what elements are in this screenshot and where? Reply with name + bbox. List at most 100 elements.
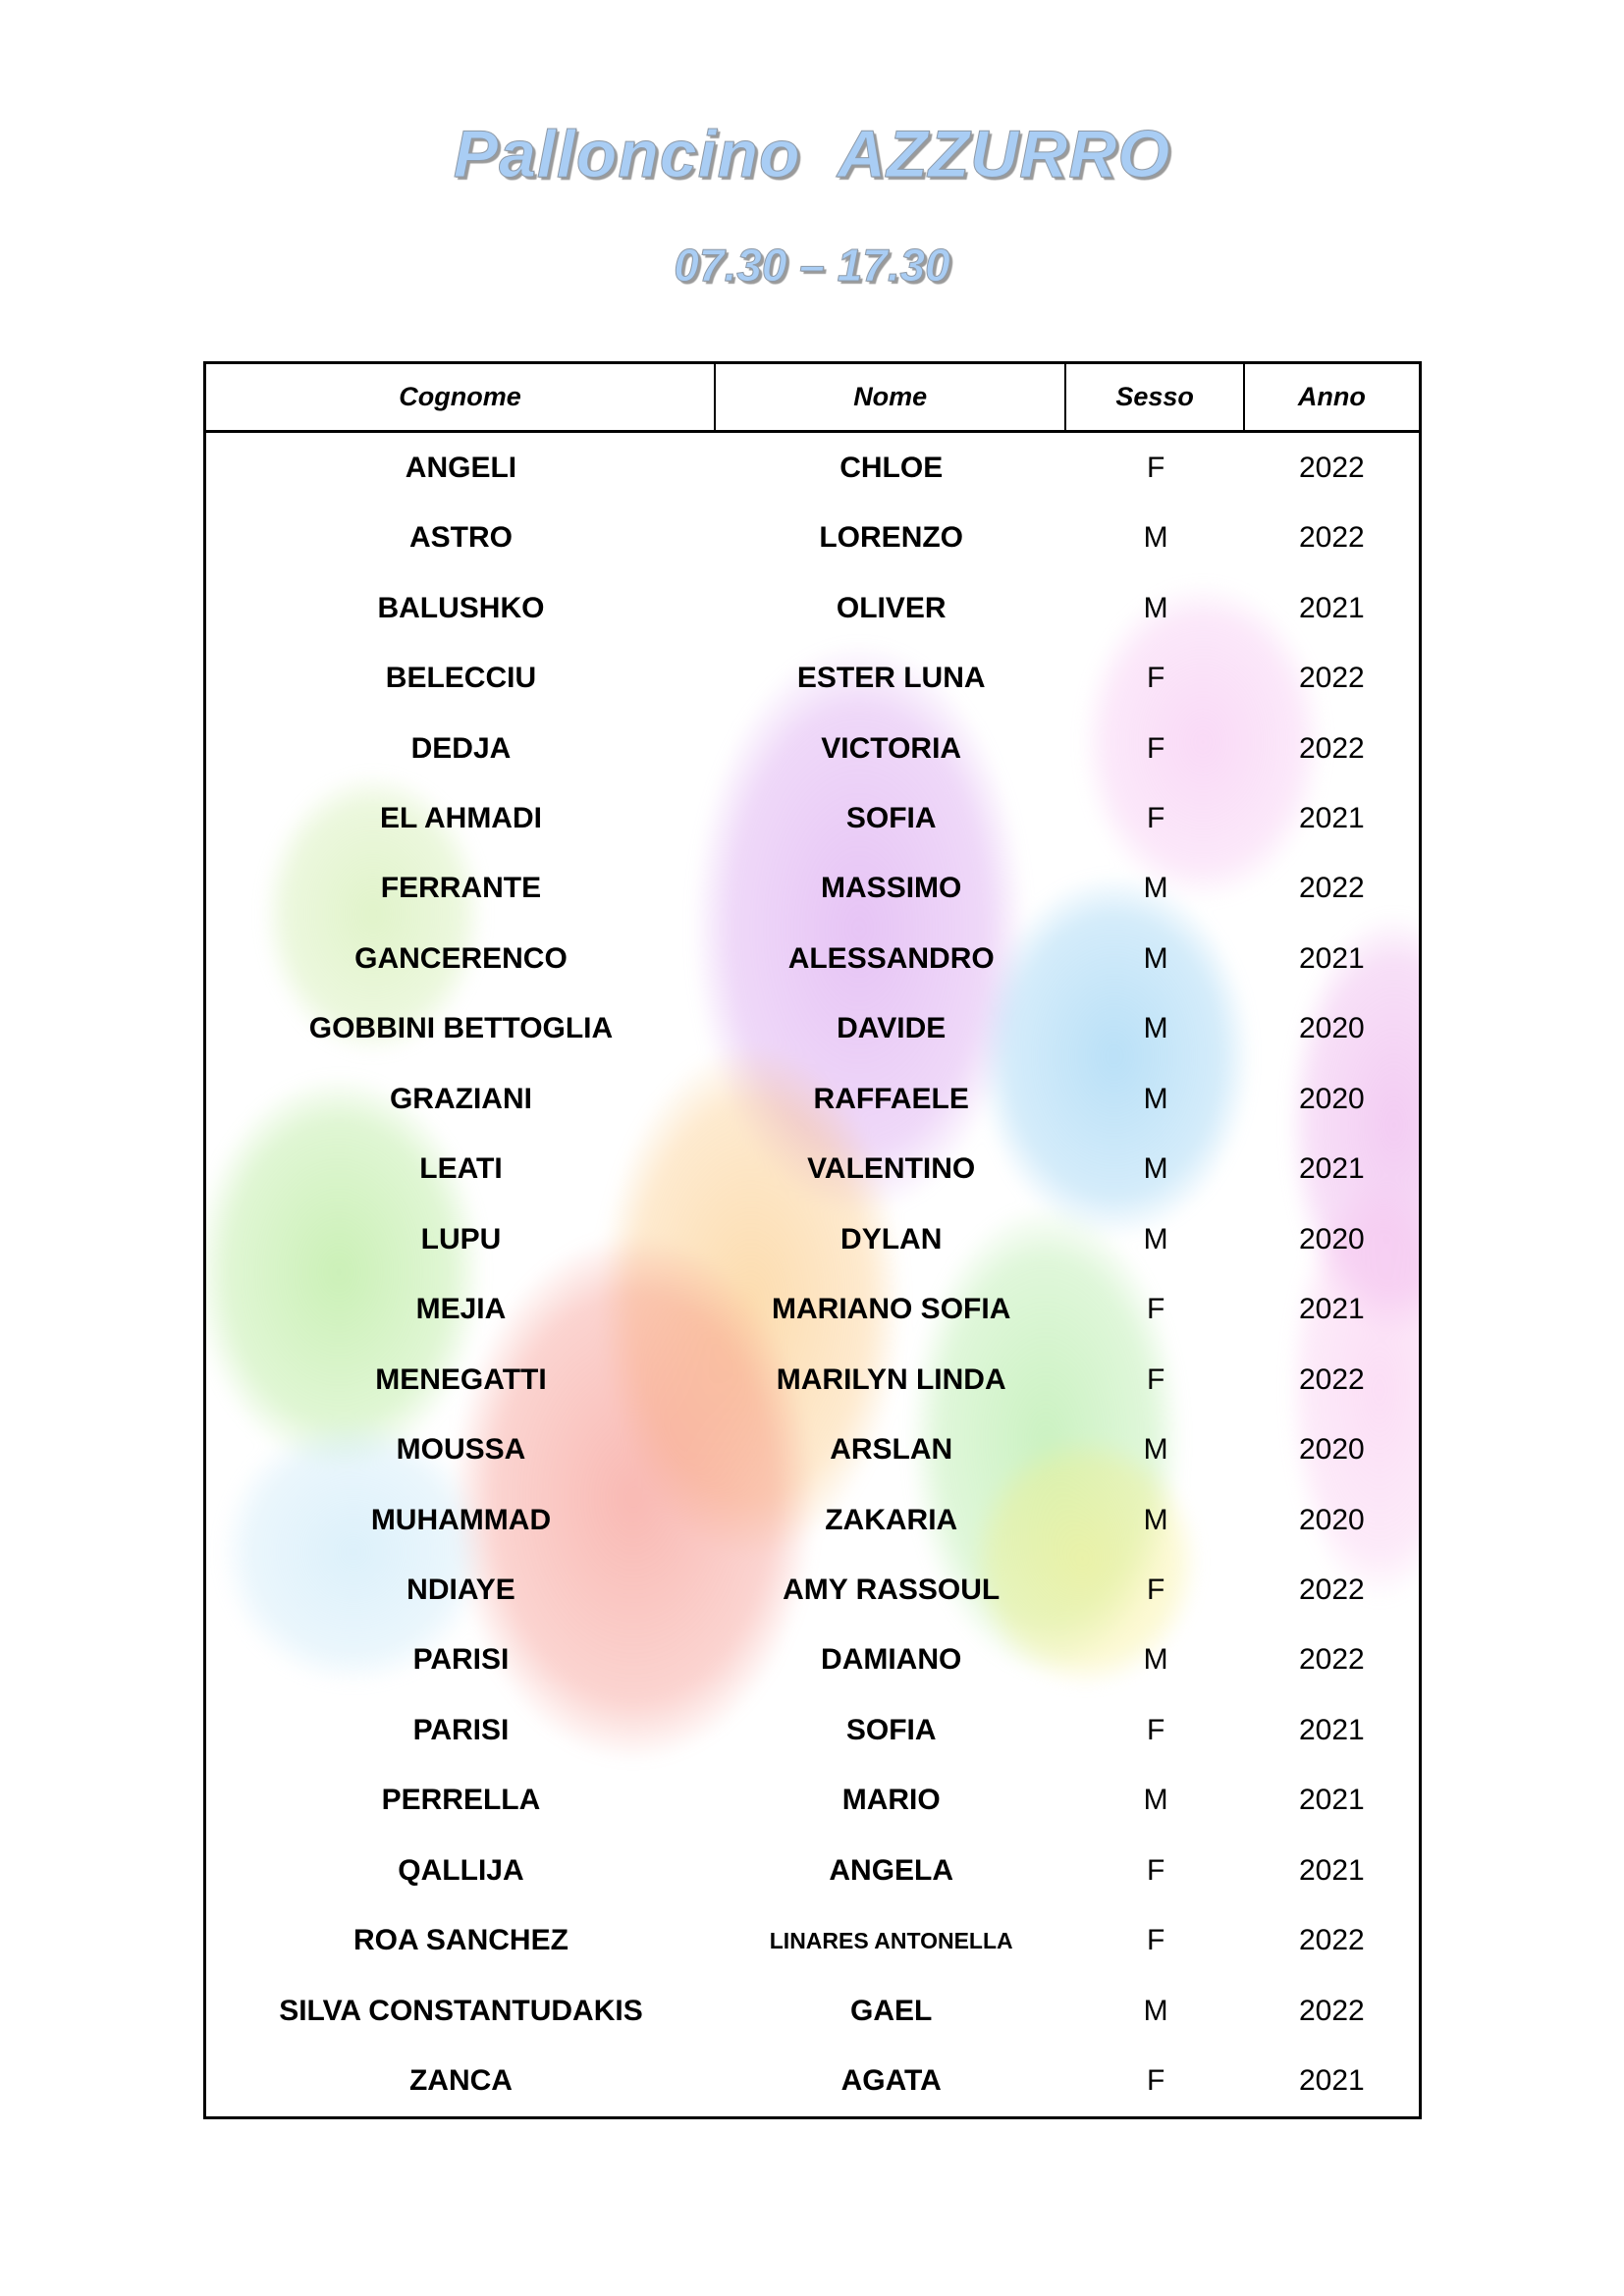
table-row: BELECCIU ESTER LUNA F 2022 — [206, 643, 1419, 713]
cell-sesso: F — [1146, 2064, 1165, 2098]
cell-anno: 2021 — [1299, 1293, 1365, 1326]
roster-table: Cognome Nome Sesso Anno ANGELI CHLOE F 2022… — [203, 361, 1422, 2119]
cell-anno: 2020 — [1299, 1082, 1365, 1115]
table-row: LUPU DYLAN M 2020 — [206, 1204, 1419, 1274]
table-row: FERRANTE MASSIMO M 2022 — [206, 854, 1419, 924]
cell-anno: 2022 — [1299, 731, 1365, 765]
cell-cognome: ANGELI — [405, 451, 517, 484]
cell-cognome: FERRANTE — [380, 872, 542, 905]
cell-nome: SOFIA — [845, 1713, 937, 1746]
cell-cognome: MOUSSA — [396, 1433, 526, 1467]
column-header-cognome: Cognome — [206, 364, 716, 430]
cell-cognome: EL AHMADI — [379, 801, 542, 834]
cell-sesso: M — [1143, 1152, 1168, 1186]
cell-nome: DYLAN — [840, 1222, 943, 1255]
cell-nome: CHLOE — [839, 451, 944, 484]
table-body: ANGELI CHLOE F 2022 ASTRO LORENZO M 2022 BALUSHK… — [206, 433, 1419, 2116]
cell-cognome: BALUSHKO — [377, 591, 545, 624]
cell-sesso: M — [1143, 1994, 1168, 2027]
table-row: ZANCA AGATA F 2021 — [206, 2046, 1419, 2115]
cell-sesso: M — [1143, 1784, 1168, 1817]
cell-nome: VALENTINO — [807, 1152, 976, 1186]
cell-sesso: F — [1146, 662, 1165, 695]
table-row: MEJIA MARIANO SOFIA F 2021 — [206, 1274, 1419, 1344]
cell-nome: MARILYN LINDA — [776, 1362, 1006, 1396]
cell-sesso: F — [1146, 1362, 1165, 1396]
table-row: SILVA CONSTANTUDAKIS GAEL M 2022 — [206, 1976, 1419, 2046]
cell-cognome: LUPU — [420, 1222, 502, 1255]
cell-cognome: MENEGATTI — [375, 1362, 547, 1396]
cell-nome: ESTER LUNA — [796, 662, 986, 695]
cell-anno: 2022 — [1299, 1573, 1365, 1606]
cell-cognome: DEDJA — [410, 731, 512, 765]
cell-cognome: QALLIJA — [398, 1853, 524, 1887]
cell-cognome: ROA SANCHEZ — [353, 1924, 568, 1957]
cell-nome: SOFIA — [845, 801, 937, 834]
table-header-row: Cognome Nome Sesso Anno — [206, 364, 1419, 433]
table-row: PARISI DAMIANO M 2022 — [206, 1626, 1419, 1695]
table-row: GRAZIANI RAFFAELE M 2020 — [206, 1064, 1419, 1134]
cell-nome: GAEL — [850, 1994, 933, 2027]
cell-sesso: M — [1143, 1433, 1168, 1467]
cell-cognome: BELECCIU — [385, 662, 537, 695]
cell-nome: VICTORIA — [821, 731, 962, 765]
table-row: GOBBINI BETTOGLIA DAVIDE M 2020 — [206, 994, 1419, 1064]
cell-anno: 2022 — [1299, 1924, 1365, 1957]
column-header-sesso: Sesso — [1066, 364, 1245, 430]
cell-anno: 2021 — [1299, 1152, 1365, 1186]
page-title: Palloncino AZZURRO — [453, 117, 1171, 192]
cell-nome: MARIANO SOFIA — [772, 1293, 1011, 1326]
cell-cognome: ZANCA — [408, 2064, 513, 2098]
table-row: MENEGATTI MARILYN LINDA F 2022 — [206, 1345, 1419, 1415]
cell-sesso: F — [1146, 1573, 1165, 1606]
cell-anno: 2022 — [1299, 1994, 1365, 2027]
cell-nome: RAFFAELE — [813, 1082, 969, 1115]
cell-nome: AGATA — [840, 2064, 942, 2098]
cell-nome: AMY RASSOUL — [783, 1573, 1001, 1606]
cell-sesso: F — [1146, 1853, 1165, 1887]
cell-anno: 2021 — [1299, 1784, 1365, 1817]
cell-anno: 2021 — [1299, 801, 1365, 834]
cell-anno: 2021 — [1299, 591, 1365, 624]
cell-nome: ZAKARIA — [825, 1503, 958, 1536]
table-row: NDIAYE AMY RASSOUL F 2022 — [206, 1555, 1419, 1625]
cell-sesso: M — [1143, 1222, 1168, 1255]
table-row: ROA SANCHEZ LINARES ANTONELLA F 2022 — [206, 1906, 1419, 1976]
cell-anno: 2020 — [1299, 1433, 1365, 1467]
table-row: BALUSHKO OLIVER M 2021 — [206, 573, 1419, 643]
cell-sesso: M — [1143, 941, 1168, 975]
cell-anno: 2022 — [1299, 521, 1365, 555]
cell-anno: 2022 — [1299, 662, 1365, 695]
table-row: EL AHMADI SOFIA F 2021 — [206, 783, 1419, 853]
cell-anno: 2021 — [1299, 1713, 1365, 1746]
cell-nome: MASSIMO — [821, 872, 962, 905]
cell-anno: 2020 — [1299, 1222, 1365, 1255]
cell-sesso: F — [1146, 1293, 1165, 1326]
cell-sesso: M — [1143, 1503, 1168, 1536]
table-row: MUHAMMAD ZAKARIA M 2020 — [206, 1485, 1419, 1555]
table-row: LEATI VALENTINO M 2021 — [206, 1135, 1419, 1204]
cell-anno: 2020 — [1299, 1012, 1365, 1045]
cell-nome: LINARES ANTONELLA — [769, 1927, 1013, 1953]
cell-nome: MARIO — [841, 1784, 941, 1817]
cell-anno: 2021 — [1299, 941, 1365, 975]
cell-nome: LORENZO — [819, 521, 964, 555]
cell-sesso: M — [1143, 1082, 1168, 1115]
cell-cognome: MEJIA — [415, 1293, 507, 1326]
cell-cognome: PARISI — [412, 1643, 510, 1677]
table-row: DEDJA VICTORIA F 2022 — [206, 714, 1419, 783]
cell-sesso: F — [1146, 1924, 1165, 1957]
cell-anno: 2022 — [1299, 1362, 1365, 1396]
cell-anno: 2021 — [1299, 2064, 1365, 2098]
cell-nome: OLIVER — [836, 591, 947, 624]
table-row: MOUSSA ARSLAN M 2020 — [206, 1415, 1419, 1484]
cell-anno: 2022 — [1299, 451, 1365, 484]
cell-cognome: PERRELLA — [381, 1784, 541, 1817]
cell-cognome: GOBBINI BETTOGLIA — [308, 1012, 614, 1045]
cell-sesso: M — [1143, 591, 1168, 624]
cell-cognome: LEATI — [419, 1152, 503, 1186]
table-row: PARISI SOFIA F 2021 — [206, 1695, 1419, 1765]
time-range: 07.30 – 17.30 — [674, 240, 950, 292]
cell-cognome: SILVA CONSTANTUDAKIS — [279, 1994, 643, 2027]
